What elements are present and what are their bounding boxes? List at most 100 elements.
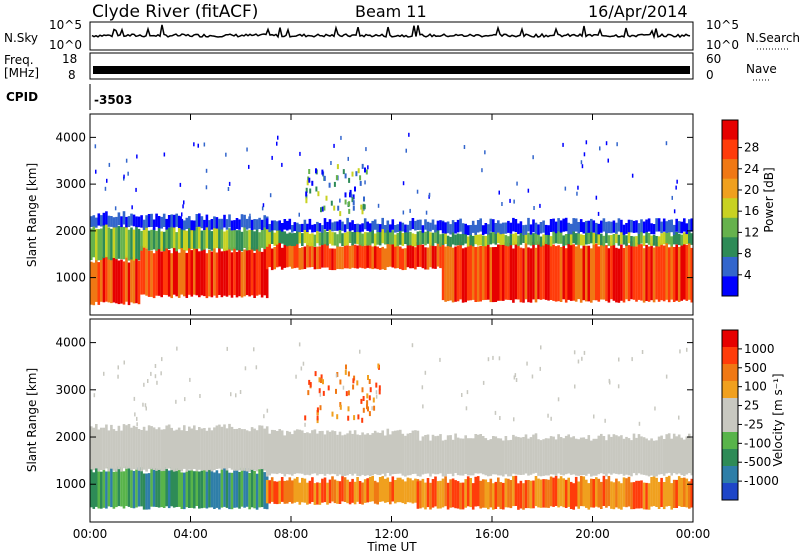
scatter-cell [401,479,405,504]
scatter-cell [333,248,337,271]
scatter-cell [411,218,415,230]
scatter-cell [195,430,199,472]
scatter-cell [122,424,126,469]
scatter-cell [278,429,281,474]
y-tick-label: 2000 [55,224,86,238]
scatter-cell [361,233,364,247]
scatter-cell [218,218,221,230]
scatter-cell [376,230,379,245]
scatter-cell [373,233,377,247]
scatter-cell [189,377,191,382]
scatter-cell [411,233,415,247]
scatter-cell [338,219,342,230]
scatter-cell [280,223,284,232]
scatter-cell [547,225,550,235]
scatter-cell [507,242,510,300]
scatter-cell [255,228,259,250]
scatter-cell [185,230,189,251]
scatter-cell [288,232,292,246]
date-label: 16/Apr/2014 [588,2,688,21]
colorbar-tick-label: 24 [744,162,759,176]
scatter-cell [509,198,511,203]
scatter-cell [583,152,586,157]
scatter-cell [235,428,239,471]
scatter-cell [577,481,580,509]
scatter-cell [243,225,246,248]
scatter-cell [517,483,520,510]
scatter-cell [301,223,304,232]
scatter-cell [434,436,437,475]
scatter-cell [620,231,623,245]
scatter-cell [579,219,583,232]
scatter-cell [278,480,281,504]
scatter-cell [426,247,430,270]
scatter-cell [471,235,475,247]
scatter-cell [368,245,372,269]
scatter-cell [411,343,414,348]
scatter-cell [106,178,108,183]
scatter-cell [449,435,452,474]
scatter-cell [476,434,480,474]
scatter-cell [439,480,442,509]
scatter-cell [213,226,216,249]
scatter-cell [185,468,189,508]
scatter-cell [537,439,540,476]
scatter-cell [585,438,588,476]
scatter-cell [160,468,163,508]
scatter-cell [660,233,663,245]
scatter-cell [572,483,575,510]
scatter-cell [352,384,355,390]
scatter-cell [213,248,216,296]
scatter-cell [365,169,368,175]
scatter-cell [464,230,467,244]
scatter-cell [421,244,425,269]
scatter-cell [378,232,382,246]
scatter-cell [225,250,229,297]
scatter-cell [316,246,319,270]
scatter-cell [112,257,116,303]
scatter-cell [336,414,339,420]
scatter-cell [190,428,194,471]
scatter-cell [627,245,631,302]
scatter-cell [550,416,552,421]
scatter-cell [108,162,111,167]
scatter-cell [243,469,246,508]
scatter-cell [170,214,173,228]
scatter-cell [358,224,362,233]
scatter-cell [308,379,311,385]
scatter-cell [690,218,694,232]
scatter-cell [625,235,628,246]
scatter-cell [348,201,351,207]
scatter-cell [371,228,374,244]
scatter-cell [451,247,455,303]
scatter-cell [258,217,261,229]
scatter-cell [117,425,121,470]
scatter-cell [384,225,387,233]
scatter-cell [145,215,148,228]
scatter-cell [544,438,548,476]
scatter-cell [167,215,171,228]
scatter-cell [313,483,317,505]
scatter-cell [328,182,331,188]
scatter-cell [155,230,158,251]
scatter-cell [459,482,462,510]
scatter-cell [667,433,671,473]
scatter-cell [343,224,347,233]
scatter-cell [564,217,568,232]
scatter-cell [167,470,171,509]
scatter-cell [172,246,176,295]
scatter-cell [298,482,302,505]
colorbar-segment [722,120,738,141]
scatter-cell [667,232,671,245]
scatter-cell [402,181,405,186]
scatter-cell [316,227,319,244]
scatter-cell [183,472,186,510]
scatter-cell [532,155,534,160]
scatter-cell [110,258,113,304]
scatter-cell [542,439,545,476]
scatter-cell [233,470,236,508]
scatter-cell [258,469,261,508]
scatter-cell [529,248,533,303]
scatter-cell [650,438,653,476]
scatter-cell [615,478,618,508]
